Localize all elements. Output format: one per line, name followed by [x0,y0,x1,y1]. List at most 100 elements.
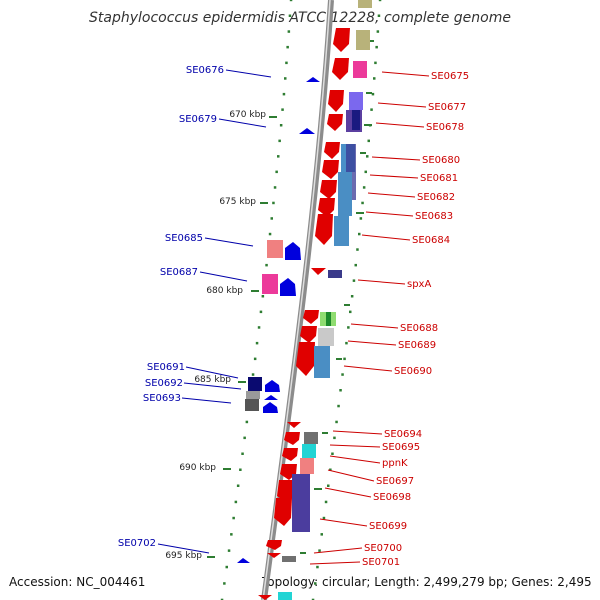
scale-dot [234,500,238,504]
feature-block [326,312,331,326]
scale-dot [311,598,315,600]
scale-dot [367,139,370,143]
scale-dot [230,533,233,536]
gene-label: SE0678 [426,122,464,133]
scale-dot [362,186,366,189]
gene-label: SE0694 [384,429,422,440]
scale-dot [350,295,354,298]
feature-block [349,92,363,110]
feature-block [358,0,372,8]
scale-dot [364,170,367,174]
gene-arrow-forward [287,422,301,428]
gene-arrow-forward [303,310,319,324]
gene-label: SE0685 [165,233,203,244]
gene-arrow-forward [311,268,326,275]
feature-block [262,274,278,294]
gene-arrow-forward [332,58,349,80]
scale-dot [236,484,240,487]
scale-dots [220,0,382,600]
gene-label: SE0675 [431,71,469,82]
scale-dot [270,217,273,220]
scale-dot [375,45,378,49]
scale-dot [373,77,376,80]
gene-label: SE0702 [118,538,156,549]
scale-dot [277,155,280,158]
gene-arrow-forward [322,160,339,179]
gene-arrow-forward [300,326,317,343]
gene-label: spxA [407,279,431,290]
scale-label-675: 675 kbp [219,197,256,207]
gene-arrow-forward [324,142,340,159]
gene-label: SE0677 [428,102,466,113]
gene-label: SE0690 [394,366,432,377]
feature-block [334,216,349,246]
accession-label: Accession: NC_004461 [9,575,145,589]
gene-label: SE0692 [145,378,183,389]
feature-block [352,110,360,130]
gene-arrow-reverse [264,395,278,400]
scale-dot [371,92,375,96]
left-gene-labels: SE0676 SE0679 SE0685 SE0687 SE0691 SE069… [118,65,224,549]
feature-block [300,458,314,474]
feature-block [267,240,283,258]
feature-block [282,556,296,562]
scale-dot [335,420,338,424]
gene-label: SE0691 [147,362,185,373]
scale-dot [377,14,381,17]
scale-dot [243,436,246,440]
gene-arrow-reverse [285,242,301,260]
scale-ticks [207,116,277,558]
scale-dot [345,341,348,345]
map-title: Staphylococcus epidermidis ATCC 12228, c… [89,10,511,26]
feature-block [304,432,318,444]
scale-dot [341,373,344,376]
feature-block [353,61,367,78]
scale-dot [327,484,330,487]
scale-dot [279,124,283,127]
scale-dot [370,108,373,111]
reverse-genes [237,77,320,563]
forward-genes [258,28,350,600]
scale-dot [361,201,364,205]
gene-label: SE0676 [186,65,224,76]
scale-dot [272,201,275,205]
scale-label-680: 680 kbp [206,286,243,296]
gene-label: SE0688 [400,323,438,334]
scale-dot [232,516,235,520]
gene-label: SE0680 [422,155,460,166]
gene-label: SE0687 [160,267,198,278]
gene-label: SE0683 [415,211,453,222]
gene-arrow-forward [320,180,337,199]
gene-label: SE0695 [382,442,420,453]
gene-arrow-forward [333,28,350,52]
gene-arrow-reverse [237,558,250,563]
gene-arrow-forward [296,342,315,376]
gene-arrow-forward [266,540,282,550]
scale-dot [349,310,352,314]
scale-dot [282,92,286,96]
scale-dot [347,326,350,329]
gene-arrow-forward [282,448,298,461]
scale-label-695: 695 kbp [165,551,202,561]
feature-block [314,346,330,378]
scale-dot [339,389,342,392]
gene-arrow-reverse [265,380,280,392]
gene-label: SE0689 [398,340,436,351]
feature-ticks [300,40,374,554]
gene-arrow-reverse [280,278,296,296]
gene-label: SE0697 [376,476,414,487]
gene-arrow-forward [267,553,281,558]
gene-arrow-forward [284,432,300,445]
gene-label: SE0684 [412,235,450,246]
gene-label: ppnK [382,458,408,469]
scale-dot [359,217,363,220]
scale-dot [220,598,224,600]
scale-dot [352,279,356,282]
gene-label: SE0699 [369,521,407,532]
scale-dot [331,452,334,455]
scale-dot [245,420,249,424]
gene-arrow-reverse [306,77,320,82]
scale-dot [358,232,361,236]
